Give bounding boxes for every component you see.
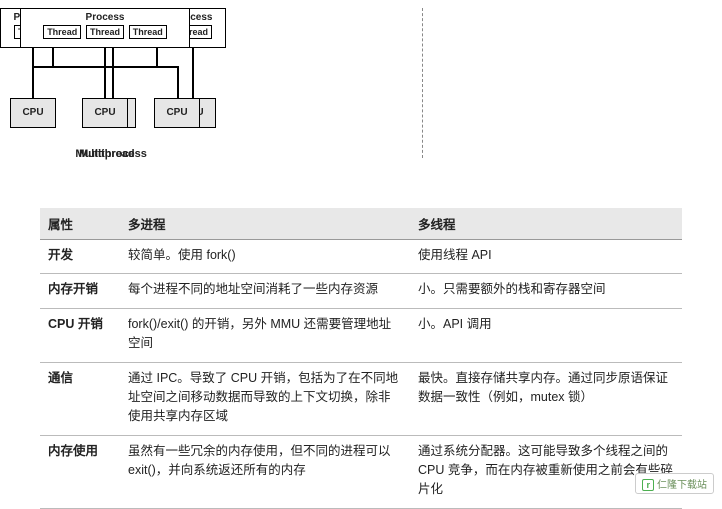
cpu-box: CPU [154,98,200,128]
mt-cell: 小。只需要额外的栈和寄存器空间 [410,274,682,308]
connector [104,48,106,66]
mp-cell: 每个进程不同的地址空间消耗了一些内存资源 [120,274,410,308]
cpu-box: CPU [82,98,128,128]
attr-cell: 内存开销 [40,274,120,308]
panel-divider [422,8,423,158]
table-row: 内存开销 每个进程不同的地址空间消耗了一些内存资源 小。只需要额外的栈和寄存器空… [40,274,682,308]
connector [32,66,34,98]
connector [104,66,106,98]
multithread-caption: Multithread [0,148,210,160]
table-row: 开发 较简单。使用 fork() 使用线程 API [40,240,682,274]
attr-cell: 开发 [40,240,120,274]
table-header-row: 属性 多进程 多线程 [40,208,682,240]
connector [52,48,54,66]
attr-cell: 通信 [40,362,120,435]
process-label: Process [86,12,125,23]
comparison-table: 属性 多进程 多线程 开发 较简单。使用 fork() 使用线程 API 内存开… [40,208,682,509]
thread-box: Thread [43,25,81,39]
connector [112,48,114,98]
watermark-icon: r [642,479,654,491]
mp-cell: fork()/exit() 的开销，另外 MMU 还需要管理地址空间 [120,308,410,362]
connector [192,48,194,98]
thread-box: Thread [86,25,124,39]
connector [177,66,179,98]
mp-cell: 通过 IPC。导致了 CPU 开销，包括为了在不同地址空间之间移动数据而导致的上… [120,362,410,435]
mp-cell: 较简单。使用 fork() [120,240,410,274]
watermark-text: 仁隆下载站 [657,480,707,491]
mt-cell: 最快。直接存储共享内存。通过同步原语保证数据一致性（例如，mutex 锁） [410,362,682,435]
process-box: Process Thread Thread Thread [20,8,190,48]
thread-box: Thread [129,25,167,39]
attr-cell: CPU 开销 [40,308,120,362]
table-row: 通信 通过 IPC。导致了 CPU 开销，包括为了在不同地址空间之间移动数据而导… [40,362,682,435]
architecture-diagram: Process Thread Process Thread Process Th… [0,0,722,170]
col-multithread: 多线程 [410,208,682,240]
col-attr: 属性 [40,208,120,240]
mt-cell: 通过系统分配器。这可能导致多个线程之间的 CPU 竞争，而在内存被重新使用之前会… [410,435,682,508]
table-row: CPU 开销 fork()/exit() 的开销，另外 MMU 还需要管理地址空… [40,308,682,362]
mt-cell: 小。API 调用 [410,308,682,362]
connector [156,48,158,66]
mt-cell: 使用线程 API [410,240,682,274]
table-row: 内存使用 虽然有一些冗余的内存使用，但不同的进程可以 exit()，并向系统返还… [40,435,682,508]
attr-cell: 内存使用 [40,435,120,508]
cpu-box: CPU [10,98,56,128]
watermark: r仁隆下载站 [635,473,714,494]
col-multiprocess: 多进程 [120,208,410,240]
mp-cell: 虽然有一些冗余的内存使用，但不同的进程可以 exit()，并向系统返还所有的内存 [120,435,410,508]
